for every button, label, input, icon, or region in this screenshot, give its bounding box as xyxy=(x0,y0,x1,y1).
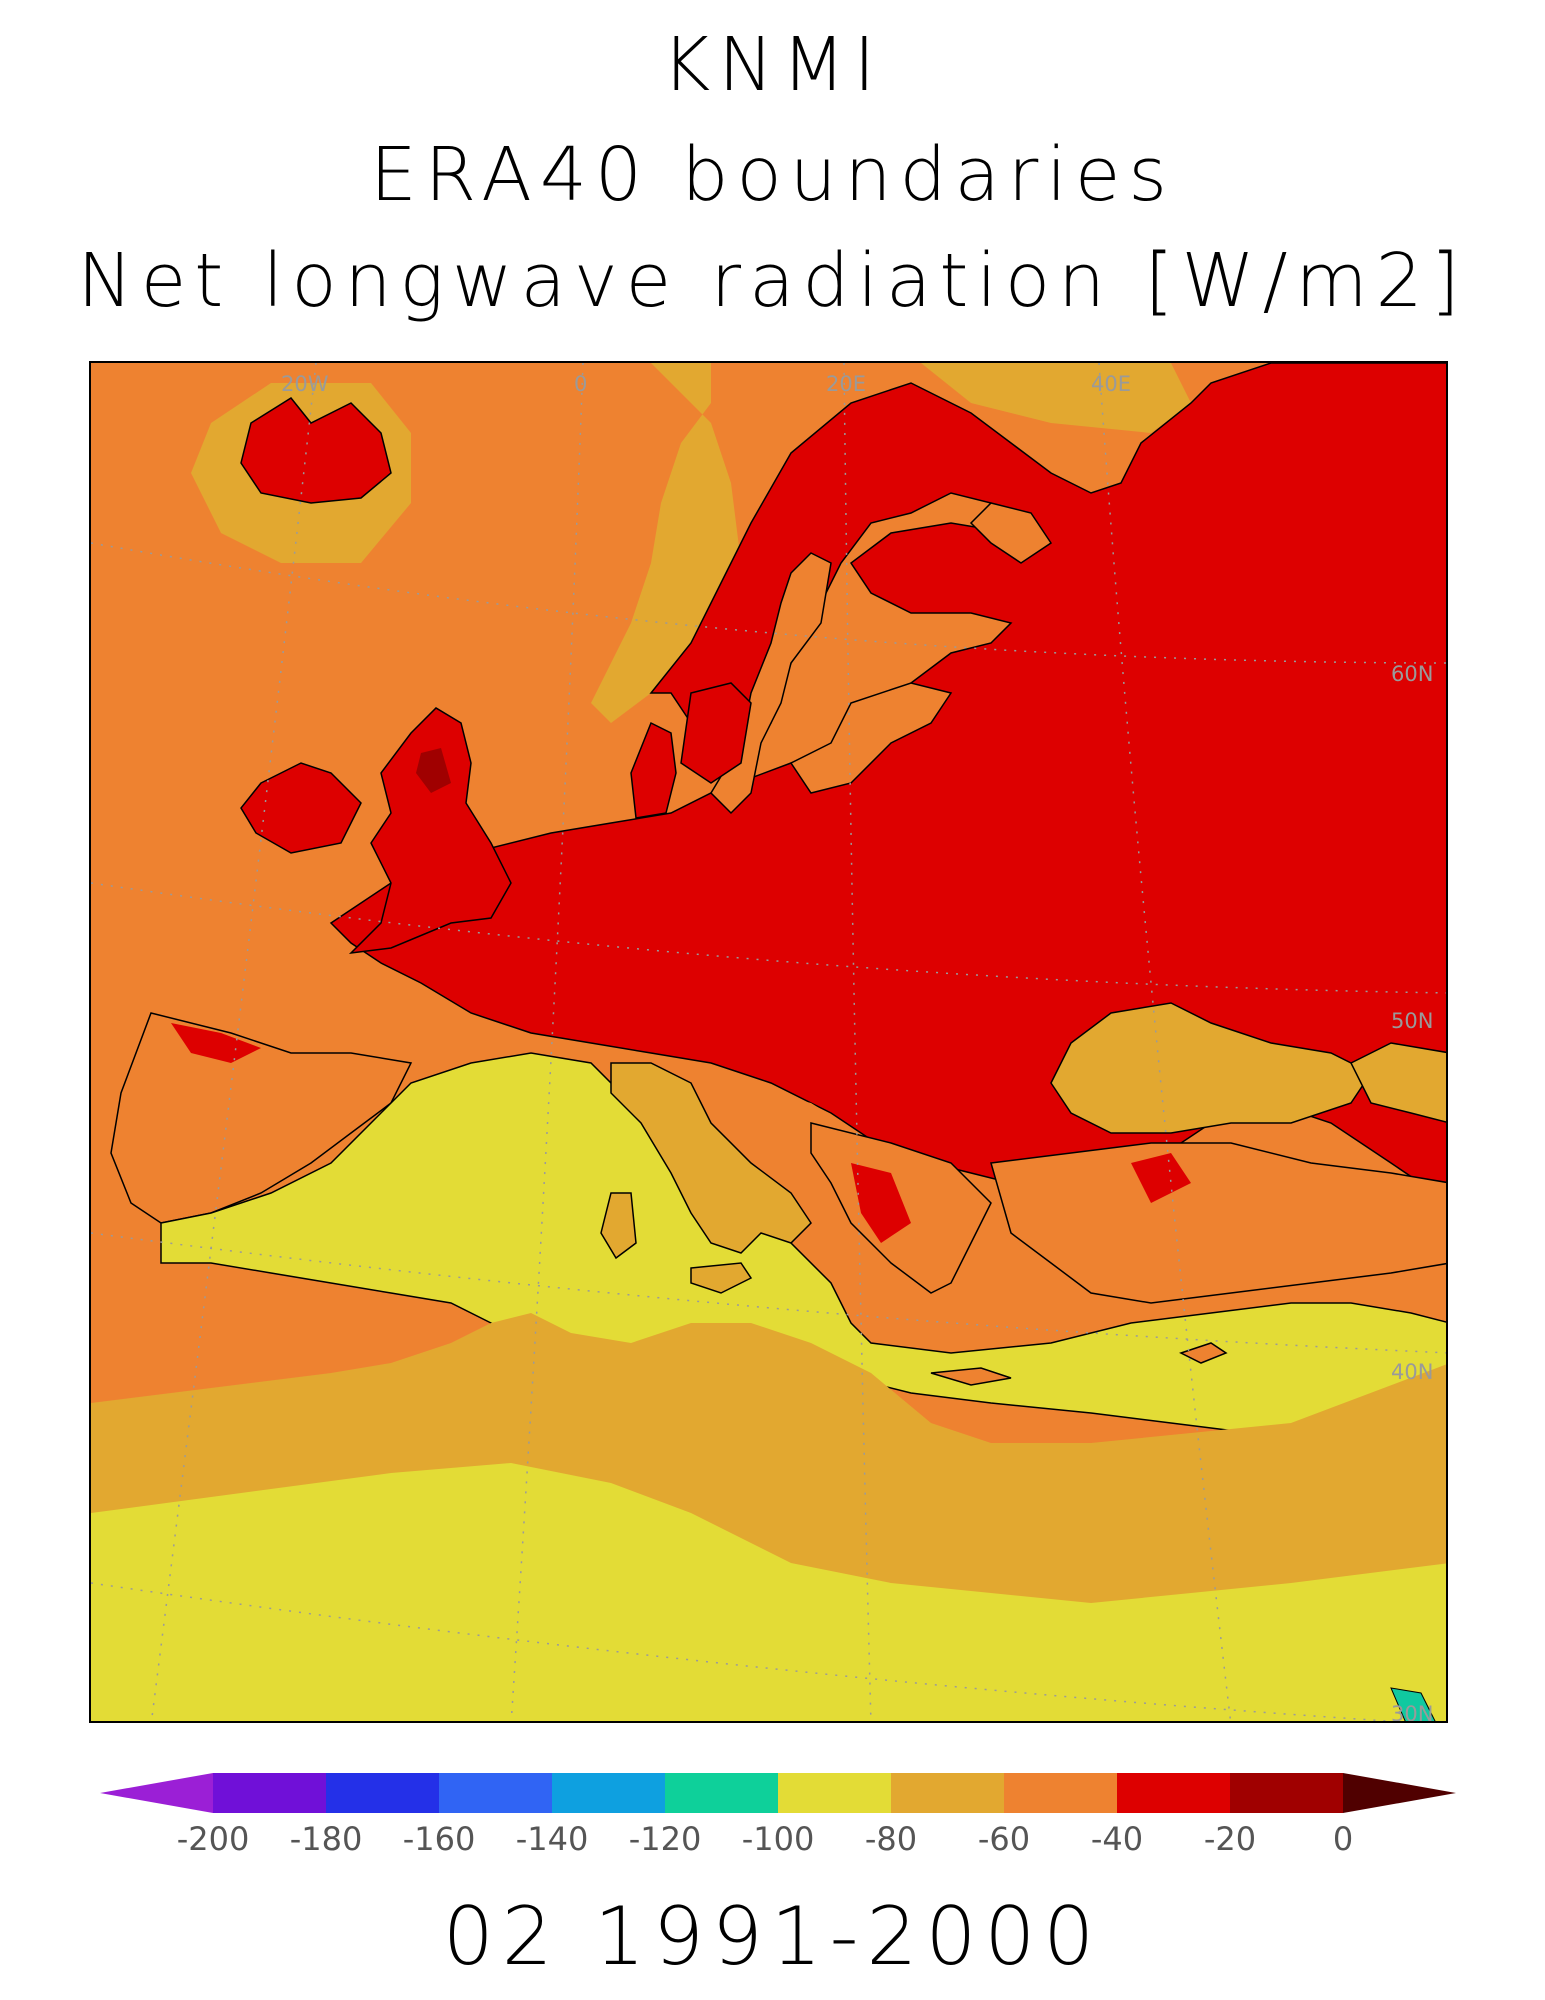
denmark-land xyxy=(630,721,677,819)
scotland-highland-dark xyxy=(416,748,451,793)
colorbar-swatch xyxy=(439,1773,552,1813)
colorbar-tick-label: -100 xyxy=(741,1820,815,1858)
colorbar-tick-label: -80 xyxy=(864,1820,918,1858)
colorbar-swatch xyxy=(1117,1773,1230,1813)
longitude-labels: 20W 0 20E 40E xyxy=(281,372,1131,396)
colorbar-tick-label: 0 xyxy=(1332,1820,1354,1858)
white-sea xyxy=(969,502,1053,564)
colorbar-swatch xyxy=(778,1773,891,1813)
title-line-knmi: KNMI xyxy=(661,22,884,108)
map-panel: 20W 0 20E 40E 60N 50N 40N 30N xyxy=(89,361,1448,1723)
iceland-land xyxy=(240,397,392,504)
colorbar-swatch xyxy=(552,1773,665,1813)
colorbar-tick-label: -120 xyxy=(628,1820,702,1858)
colorbar-swatch xyxy=(1004,1773,1117,1813)
colorbar-tick-label: -60 xyxy=(977,1820,1031,1858)
colorbar-tick-label: -180 xyxy=(289,1820,363,1858)
lon-label-40e: 40E xyxy=(1091,372,1131,396)
colorbar-swatch xyxy=(1230,1773,1343,1813)
colorbar-swatches xyxy=(100,1773,1456,1813)
sicily-land xyxy=(690,1262,753,1294)
period-label: 02 1991-2000 xyxy=(442,1890,1103,1983)
colorbar-underflow-arrow xyxy=(100,1773,213,1813)
italy-land xyxy=(610,1062,812,1254)
balkans-red-patches xyxy=(851,1163,911,1243)
gulf-of-bothnia xyxy=(789,682,953,794)
title-line-variable: Net longwave radiation [W/m2] xyxy=(77,238,1468,324)
meridian-0 xyxy=(510,363,584,1721)
colorbar-swatch xyxy=(213,1773,326,1813)
ireland-land xyxy=(240,762,362,854)
colorbar-tick-label: -140 xyxy=(515,1820,589,1858)
lat-label-40n: 40N xyxy=(1391,1360,1433,1384)
north-gold-strip xyxy=(921,363,1191,433)
turkey-red-patches xyxy=(1131,1153,1191,1203)
europe-map: 20W 0 20E 40E 60N 50N 40N 30N xyxy=(91,363,1446,1723)
red-sea-teal xyxy=(1390,1687,1436,1721)
meridian-20e xyxy=(843,363,872,1721)
caspian-coast xyxy=(1349,1042,1446,1123)
lat-label-30n: 30N xyxy=(1391,1702,1433,1723)
colorbar-swatch xyxy=(326,1773,439,1813)
sahara-yellow-region xyxy=(91,1463,1446,1721)
colorbar-tick-label: -20 xyxy=(1203,1820,1257,1858)
graticule xyxy=(91,363,1446,1721)
lon-label-0: 0 xyxy=(574,372,587,396)
colorbar-swatch xyxy=(891,1773,1004,1813)
south-sweden-land xyxy=(680,682,752,784)
iberia-red-patches xyxy=(171,1023,261,1063)
colorbar-swatch xyxy=(665,1773,778,1813)
crete-land xyxy=(930,1367,1012,1386)
colorbar-tick-label: -200 xyxy=(176,1820,250,1858)
great-britain-land xyxy=(348,707,512,955)
iberia-land xyxy=(110,1012,413,1224)
colorbar-overflow-arrow xyxy=(1343,1773,1456,1813)
meridian-20w xyxy=(150,363,317,1721)
scandinavia-russia-land xyxy=(329,363,1446,1202)
cyprus-land xyxy=(1179,1342,1228,1364)
colorbar xyxy=(100,1768,1460,1818)
latitude-labels: 60N 50N 40N 30N xyxy=(1391,662,1433,1723)
title-line-dataset: ERA40 boundaries xyxy=(370,132,1175,218)
turkey-land xyxy=(990,1142,1446,1304)
black-sea xyxy=(1050,1002,1373,1134)
colorbar-tick-label: -40 xyxy=(1090,1820,1144,1858)
colorbar-tick-label: -160 xyxy=(402,1820,476,1858)
lat-label-60n: 60N xyxy=(1391,662,1433,686)
lon-label-20w: 20W xyxy=(281,372,329,396)
sardinia-land xyxy=(600,1192,637,1260)
lon-label-20e: 20E xyxy=(826,372,866,396)
lat-label-50n: 50N xyxy=(1391,1009,1433,1033)
